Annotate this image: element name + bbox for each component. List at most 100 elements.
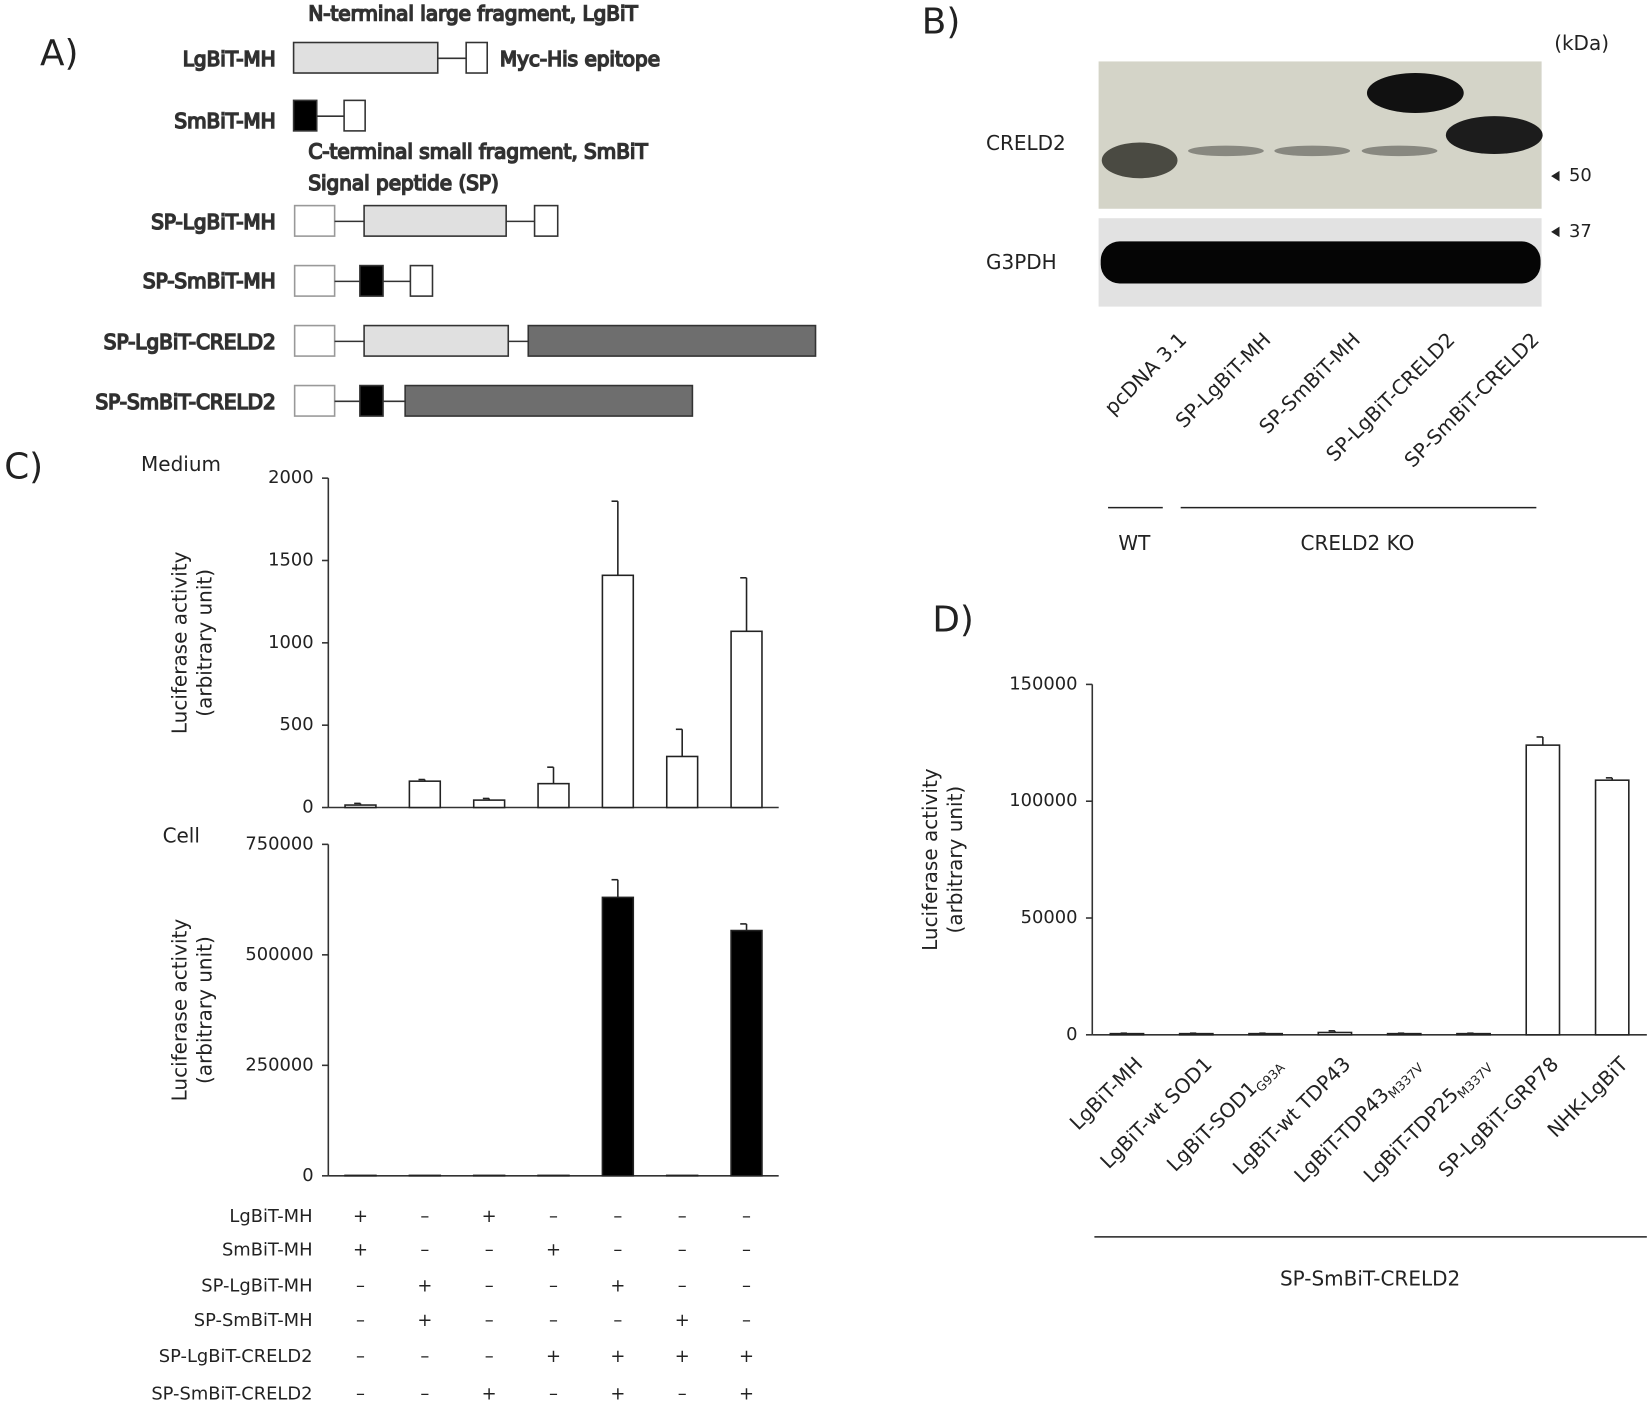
panel-label: A)	[40, 33, 78, 74]
marker-arrow	[1551, 226, 1560, 238]
lgbit-box	[292, 41, 439, 74]
bar	[601, 896, 635, 1177]
smbit-box	[359, 384, 384, 417]
sign: –	[420, 1240, 429, 1261]
y-tick-label: 500	[279, 714, 313, 735]
annotation: Signal peptide (SP)	[308, 171, 498, 195]
sign: +	[417, 1310, 432, 1331]
bar	[1248, 1032, 1284, 1036]
sign: +	[546, 1346, 561, 1367]
sign: +	[546, 1240, 561, 1261]
tag-box	[409, 264, 434, 297]
annotation: Myc-His epitope	[500, 47, 660, 71]
sp-box	[293, 384, 336, 417]
sign: –	[356, 1275, 365, 1296]
construct-label: SP-LgBiT-MH	[151, 210, 275, 234]
bar	[1594, 779, 1630, 1036]
creld2-box	[527, 324, 817, 357]
y-tick-label: 100000	[1009, 790, 1077, 811]
category-text: LgBiT-wt TDP43	[1227, 1052, 1354, 1179]
bar	[1109, 1032, 1145, 1036]
x-tick-label: LgBiT-TDP43M337V	[1289, 1051, 1426, 1188]
sp-box	[293, 204, 336, 237]
marker-label: 50	[1569, 165, 1592, 186]
x-tick-label: SP-LgBiT-GRP78	[1433, 1052, 1563, 1182]
sign: –	[549, 1310, 558, 1331]
band	[1101, 142, 1178, 179]
construct-diagram: N-terminal large fragment, LgBiT Myc-His…	[95, 1, 817, 417]
band	[1361, 145, 1438, 157]
unit: (kDa)	[1554, 31, 1609, 55]
sign: –	[742, 1275, 751, 1296]
sign: +	[739, 1384, 754, 1405]
y-tick-label: 150000	[1009, 673, 1077, 694]
lgbit-box	[363, 324, 510, 357]
band	[1100, 241, 1541, 284]
bar	[1386, 1032, 1422, 1036]
sign: –	[678, 1275, 687, 1296]
bar	[730, 630, 763, 809]
construct-label: LgBiT-MH	[183, 47, 276, 71]
y-axis-label: Luciferase activity	[167, 919, 191, 1102]
row-label: SmBiT-MH	[222, 1240, 313, 1261]
sign: –	[420, 1206, 429, 1227]
y-tick-label: 0	[302, 797, 313, 818]
sign: +	[739, 1346, 754, 1367]
row-label: SP-SmBiT-MH	[194, 1310, 313, 1331]
bar	[537, 782, 570, 809]
sign: –	[742, 1310, 751, 1331]
sign: –	[485, 1346, 494, 1367]
group-label: WT	[1118, 531, 1151, 555]
y-axis-label: Luciferase activity	[918, 768, 942, 951]
sign: +	[482, 1206, 497, 1227]
sign: –	[356, 1310, 365, 1331]
bar	[730, 929, 763, 1177]
y-tick-label: 50000	[1021, 907, 1078, 928]
bar	[1456, 1032, 1491, 1036]
panel-label: C)	[4, 447, 43, 488]
sign: –	[420, 1346, 429, 1367]
sign: +	[353, 1206, 368, 1227]
row-label: CRELD2	[986, 131, 1066, 155]
sign: –	[742, 1206, 751, 1227]
sign: +	[675, 1346, 690, 1367]
sign: +	[482, 1384, 497, 1405]
y-axis-label: (arbitrary unit)	[193, 936, 217, 1084]
tag-box	[533, 204, 559, 237]
sign: –	[356, 1384, 365, 1405]
y-tick-label: 0	[302, 1165, 313, 1186]
tag-box	[465, 41, 489, 74]
category-text: SP-LgBiT-GRP78	[1433, 1052, 1563, 1182]
sign: +	[610, 1384, 625, 1405]
construct-label: SP-SmBiT-MH	[143, 269, 276, 293]
y-tick-label: 1500	[268, 549, 314, 570]
sign: –	[420, 1384, 429, 1405]
sign: +	[675, 1310, 690, 1331]
y-tick-label: 2000	[268, 467, 314, 488]
x-tick-label: LgBiT-TDP25M337V	[1358, 1051, 1495, 1188]
marker-label: 37	[1569, 221, 1592, 242]
y-axis-label: (arbitrary unit)	[193, 569, 217, 717]
category-subscript: M337V	[1454, 1059, 1496, 1101]
band	[1274, 145, 1351, 157]
y-axis-label: (arbitrary unit)	[943, 786, 967, 934]
sign: –	[485, 1275, 494, 1296]
sp-box	[293, 264, 336, 297]
bar	[665, 755, 699, 809]
bar	[601, 574, 635, 809]
y-tick-label: 500000	[245, 944, 313, 965]
y-tick-label: 1000	[268, 632, 314, 653]
panel-label: D)	[932, 599, 974, 640]
smbit-box	[292, 99, 318, 132]
sign: –	[356, 1346, 365, 1367]
category-subscript: G93A	[1252, 1059, 1287, 1094]
chart-title: Cell	[163, 823, 200, 847]
tag-box	[343, 99, 366, 132]
lgbit-box	[363, 204, 507, 237]
band	[1445, 116, 1543, 155]
bar	[1525, 744, 1561, 1036]
sign: +	[353, 1240, 368, 1261]
construct-label: SP-SmBiT-CRELD2	[95, 390, 275, 414]
y-tick-label: 750000	[245, 833, 313, 854]
